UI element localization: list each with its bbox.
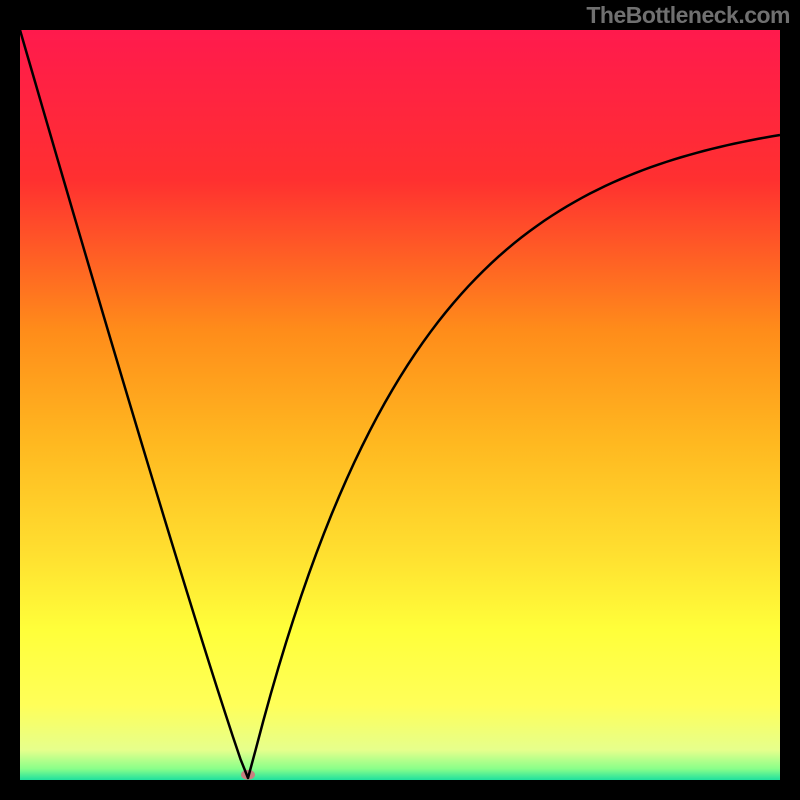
watermark-text: TheBottleneck.com <box>586 2 790 29</box>
chart-container: TheBottleneck.com <box>0 0 800 800</box>
gradient-background <box>20 30 780 780</box>
bottleneck-chart <box>0 0 800 800</box>
